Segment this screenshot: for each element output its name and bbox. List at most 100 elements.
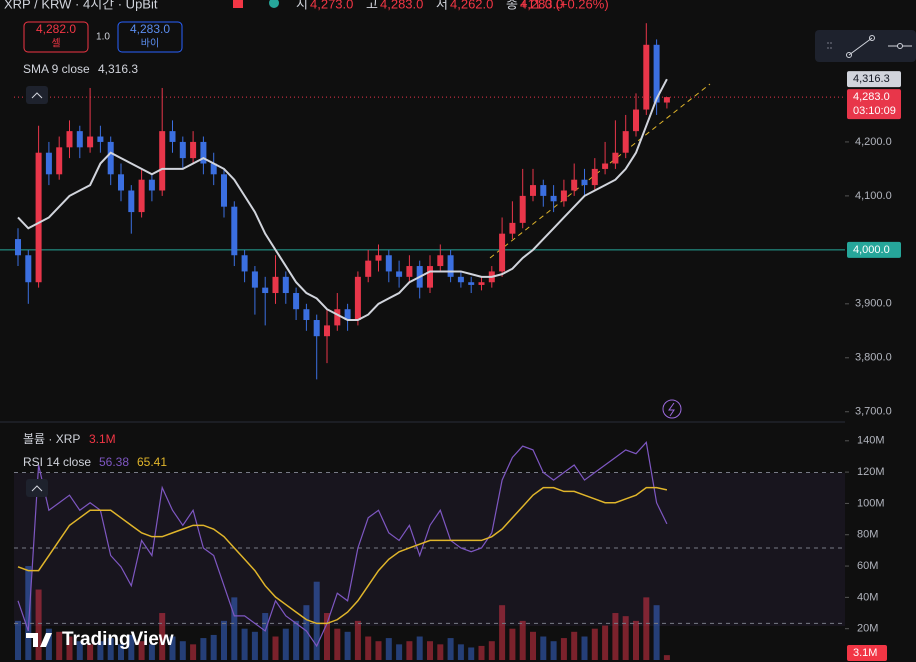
volume-bar — [519, 620, 526, 660]
candle-body — [581, 179, 588, 186]
volume-bar — [509, 628, 516, 660]
candle-body — [550, 195, 557, 202]
candle-body — [169, 131, 176, 142]
volume-bar — [190, 644, 197, 660]
candle-body — [602, 163, 609, 169]
buy-price: 4,283.0 — [130, 22, 170, 36]
volume-bar — [251, 631, 258, 660]
ohlc-label: 고 — [366, 0, 378, 11]
volume-bar — [571, 631, 578, 660]
ohlc-label: 저 — [436, 0, 448, 11]
candle-body — [396, 271, 403, 277]
volume-bar — [550, 641, 557, 660]
candle-body — [15, 239, 21, 256]
change: +11.0 (+0.26%) — [520, 0, 609, 11]
candle-body — [45, 152, 52, 175]
volume-bar — [447, 638, 454, 660]
ohlc-label: 시 — [296, 0, 308, 11]
drag-handle[interactable] — [827, 42, 832, 49]
candle-body — [200, 141, 207, 164]
volume-bar — [653, 605, 660, 660]
rsi-legend-value: 56.38 — [99, 455, 129, 469]
volume-bar — [406, 641, 413, 660]
status-dot — [269, 0, 279, 8]
candle-body — [66, 131, 73, 148]
candle-body — [612, 152, 619, 164]
candle-body — [303, 309, 310, 321]
volume-bar — [282, 628, 289, 660]
symbol-title: XRP / KRW · 4시간 · UpBit — [4, 0, 158, 11]
volume-bar — [221, 620, 227, 660]
volume-bar — [560, 638, 567, 660]
candle-body — [76, 131, 83, 148]
volume-bar — [499, 605, 506, 660]
volume-bar — [530, 631, 536, 660]
ohlc-value: 4,283.0 — [380, 0, 423, 11]
candle-body — [560, 190, 567, 202]
sell-button[interactable] — [23, 21, 89, 53]
volume-bar — [97, 641, 104, 660]
volume-bar — [344, 631, 351, 660]
candle-body — [457, 276, 464, 283]
y-tick-label: 100M — [857, 497, 885, 509]
sma-price-label: 4,316.3 — [853, 73, 890, 85]
candle-body — [56, 147, 63, 175]
sell-price: 4,282.0 — [36, 22, 76, 36]
candle-body — [282, 276, 289, 294]
candle-body — [406, 266, 413, 277]
candle-body — [97, 136, 104, 142]
candle-body — [118, 174, 124, 191]
volume-bar — [488, 641, 495, 660]
candle-body — [241, 255, 248, 272]
volume-bar — [591, 628, 598, 660]
volume-bar — [293, 620, 300, 660]
volume-bar — [128, 634, 135, 660]
buy-label: 바이 — [141, 38, 159, 50]
volume-bar — [663, 655, 670, 660]
volume-bar — [45, 628, 52, 660]
candle-body — [499, 233, 506, 272]
candle-body — [354, 276, 361, 321]
volume-bar — [35, 589, 42, 660]
candle-body — [663, 97, 670, 103]
candle-body — [427, 266, 433, 288]
candle-body — [159, 131, 166, 191]
volume-bar — [231, 597, 238, 660]
y-tick-label: 3,700.0 — [855, 406, 892, 418]
candle-body — [530, 185, 536, 196]
volume-bar — [241, 628, 248, 660]
event-icon[interactable] — [662, 399, 682, 419]
sma-price-label-box — [847, 71, 901, 88]
y-tick-label: 40M — [857, 591, 878, 603]
event-bolt — [668, 402, 675, 417]
candle-body — [437, 255, 444, 267]
y-tick-label: 120M — [857, 466, 885, 478]
candle-body — [385, 255, 392, 272]
volume-bar — [15, 620, 21, 660]
candle-body — [622, 131, 629, 153]
candle-body — [633, 109, 639, 132]
volume-bar — [169, 636, 176, 660]
candle-body — [653, 44, 660, 103]
candle-body — [138, 179, 145, 213]
ohlc-value: 4,262.0 — [450, 0, 493, 11]
rsi-line — [17, 486, 668, 625]
sma-legend-value: 4,316.3 — [98, 62, 138, 76]
collapse-button[interactable] — [26, 479, 48, 497]
tool-point — [846, 52, 852, 58]
volume-bar — [303, 605, 310, 660]
buy-button[interactable] — [117, 21, 183, 53]
candle-body — [324, 325, 330, 337]
trendline-tool[interactable] — [848, 37, 873, 56]
candle-body — [87, 136, 94, 148]
volume-bar — [118, 644, 124, 660]
flag-icon[interactable] — [233, 0, 243, 8]
volume-bar — [210, 634, 217, 660]
candle-body — [334, 309, 341, 326]
volume-bar — [56, 631, 63, 660]
candle-body — [344, 309, 351, 321]
drawing-toolbar — [815, 30, 916, 62]
volume-last-box — [847, 645, 887, 661]
collapse-button[interactable] — [26, 86, 48, 104]
sma-line — [17, 78, 668, 322]
